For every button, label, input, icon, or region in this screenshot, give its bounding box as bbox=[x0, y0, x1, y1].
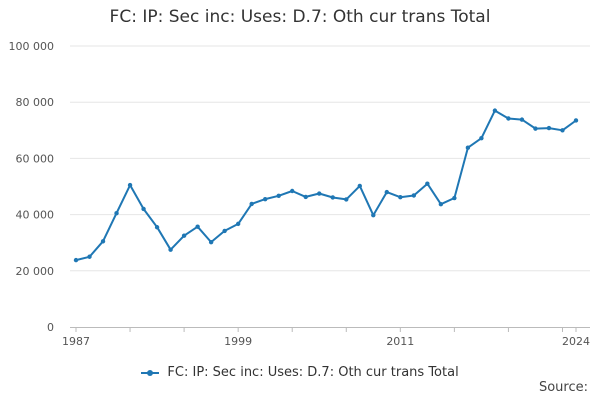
data-point bbox=[100, 239, 106, 244]
legend-entry-label: FC: IP: Sec inc: Uses: D.7: Oth cur tran… bbox=[167, 365, 459, 380]
data-point bbox=[411, 193, 417, 198]
source-label: Source: bbox=[538, 380, 588, 395]
data-point bbox=[479, 135, 484, 141]
data-point bbox=[465, 145, 471, 150]
data-point bbox=[533, 126, 538, 131]
data-point bbox=[235, 221, 241, 227]
x-tick-label: 2011 bbox=[386, 335, 414, 348]
legend[interactable]: FC: IP: Sec inc: Uses: D.7: Oth cur tran… bbox=[0, 365, 600, 380]
data-point bbox=[276, 193, 281, 198]
x-tick-label: 1987 bbox=[62, 335, 90, 348]
data-point bbox=[87, 254, 92, 259]
data-point bbox=[181, 233, 187, 238]
y-tick-label: 60 000 bbox=[16, 152, 55, 165]
axes: 0 20 000 40 000 60 000 80 000 100 000 1987 1999… bbox=[9, 40, 590, 348]
data-point bbox=[519, 117, 525, 122]
data-point bbox=[168, 247, 173, 252]
data-point bbox=[317, 191, 322, 196]
data-point bbox=[330, 195, 335, 200]
data-point bbox=[127, 182, 133, 188]
series-line bbox=[75, 109, 577, 262]
data-point bbox=[371, 212, 376, 218]
data-point bbox=[73, 257, 79, 263]
data-point bbox=[384, 189, 390, 195]
y-tick-label: 0 bbox=[47, 321, 54, 334]
data-point bbox=[249, 201, 254, 207]
data-point bbox=[141, 206, 146, 212]
data-point bbox=[492, 108, 498, 113]
data-point bbox=[303, 194, 308, 200]
data-point bbox=[154, 225, 160, 230]
data-point bbox=[425, 181, 430, 186]
data-point bbox=[560, 128, 565, 133]
y-tick-label: 100 000 bbox=[9, 40, 55, 53]
data-point bbox=[546, 125, 552, 131]
data-point bbox=[573, 118, 579, 123]
y-tick-label: 40 000 bbox=[16, 209, 55, 222]
y-tick-label: 20 000 bbox=[16, 265, 55, 278]
data-point bbox=[506, 116, 511, 121]
data-point bbox=[262, 196, 268, 202]
y-tick-label: 80 000 bbox=[16, 96, 55, 109]
data-point bbox=[208, 239, 214, 245]
data-point bbox=[398, 194, 403, 200]
data-point bbox=[195, 224, 200, 229]
legend-swatch-icon bbox=[141, 369, 160, 377]
data-point bbox=[114, 210, 119, 216]
data-point bbox=[438, 202, 444, 207]
x-tick-label: 1999 bbox=[224, 335, 252, 348]
series-layer bbox=[73, 108, 579, 263]
gridlines bbox=[70, 45, 590, 272]
data-point bbox=[344, 197, 349, 202]
x-tick-label: 2024 bbox=[562, 335, 590, 348]
data-point bbox=[222, 228, 227, 234]
data-point bbox=[357, 183, 362, 189]
data-point bbox=[452, 195, 457, 201]
data-point bbox=[290, 188, 295, 194]
chart-title: FC: IP: Sec inc: Uses: D.7: Oth cur tran… bbox=[109, 7, 491, 27]
